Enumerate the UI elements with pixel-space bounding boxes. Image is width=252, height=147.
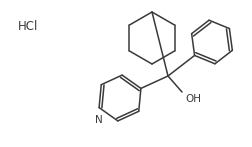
Text: HCl: HCl <box>18 20 38 33</box>
Text: N: N <box>95 115 103 125</box>
Text: OH: OH <box>185 94 201 104</box>
